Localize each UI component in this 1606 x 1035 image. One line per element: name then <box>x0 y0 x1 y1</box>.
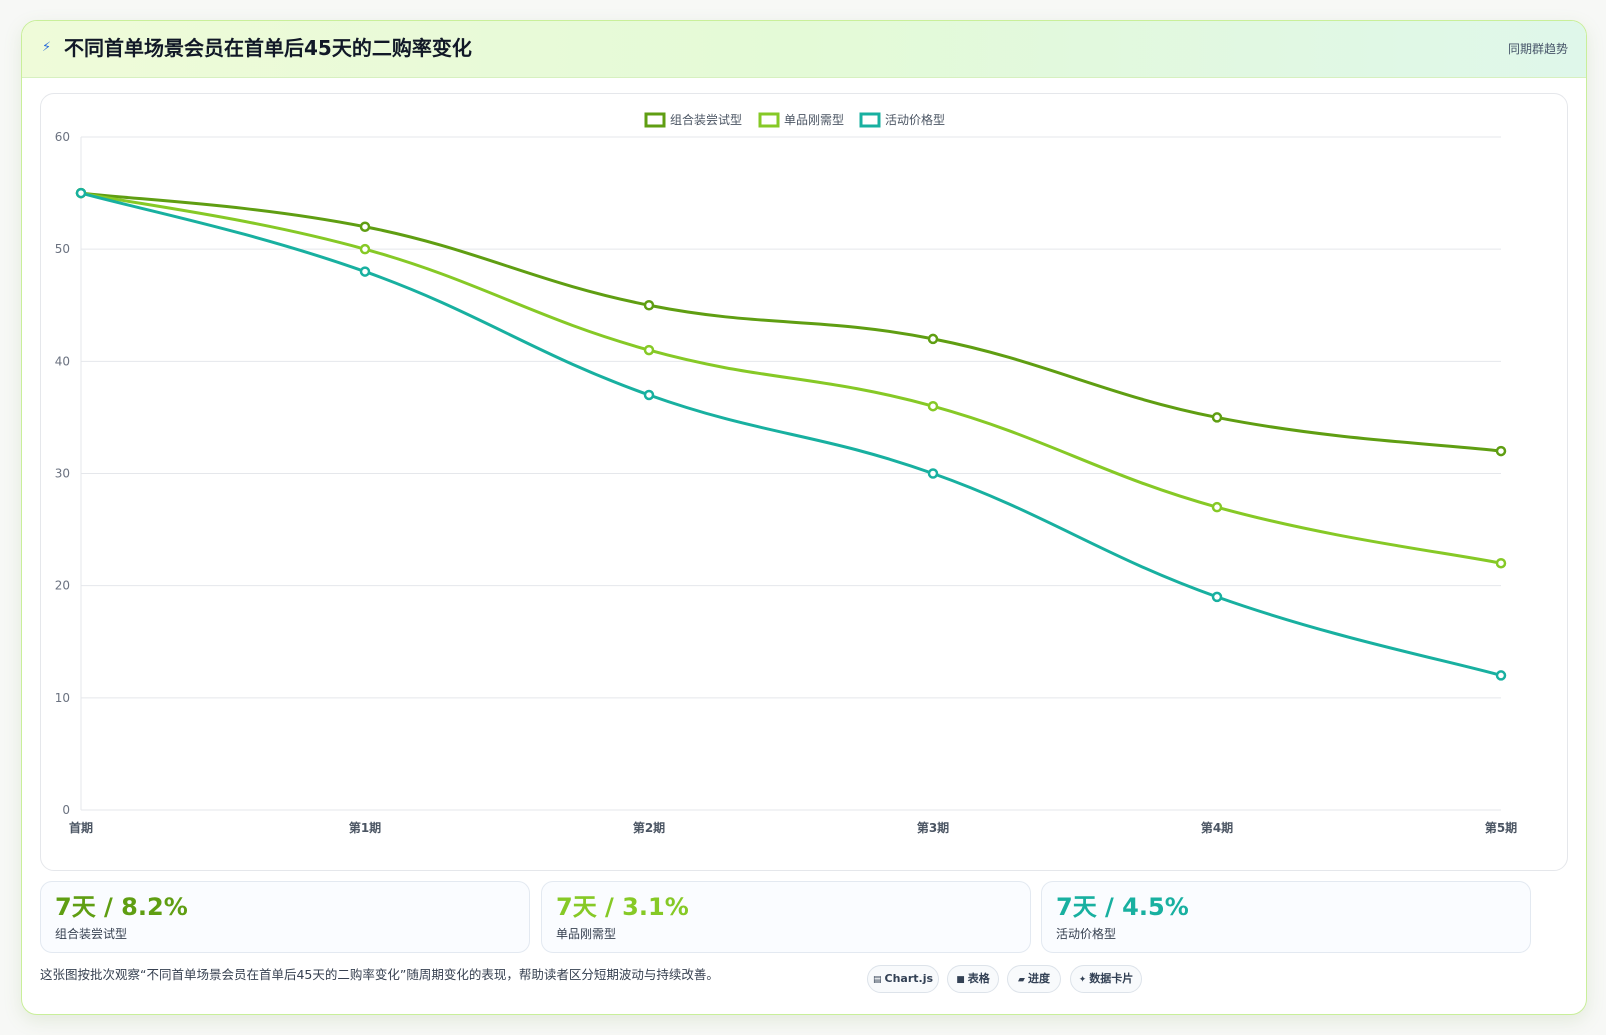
y-tick-label: 30 <box>55 467 70 481</box>
kpi-label: 组合装尝试型 <box>55 927 128 941</box>
kpi-card-1: 7天 / 8.2% 组合装尝试型 <box>40 881 530 953</box>
series-line-1 <box>79 191 1503 453</box>
table-icon: ■ <box>956 975 965 985</box>
legend-swatch <box>758 112 780 128</box>
data-point <box>1495 445 1507 457</box>
series-line-2 <box>79 191 1503 565</box>
y-tick-label: 40 <box>55 354 70 368</box>
kpi-label: 活动价格型 <box>1056 927 1117 941</box>
kpi-value: 7天 / 4.5% <box>1056 893 1189 921</box>
line-chart: 0 10 20 30 40 50 60 首期 第1期 第2期 第3期 第4期 第5期 组合装尝试型 单品刚需… <box>55 112 1517 835</box>
data-point <box>1211 591 1223 603</box>
data-point <box>359 266 371 277</box>
data-point <box>643 389 655 401</box>
y-tick-label: 10 <box>55 691 70 705</box>
header-tag: 同期群趋势 <box>1507 42 1568 56</box>
pill-label: 表格 <box>967 972 990 985</box>
data-point <box>643 300 655 311</box>
data-point <box>927 333 939 345</box>
pill-progress[interactable]: ▰ 进度 <box>1007 965 1061 993</box>
sparkle-icon: ✦ <box>1078 975 1087 985</box>
progress-icon: ▰ <box>1018 975 1025 985</box>
x-tick-label: 第1期 <box>349 820 381 835</box>
data-point <box>359 243 371 255</box>
data-point <box>1211 501 1223 513</box>
chart-card: ⚡ 不同首单场景会员在首单后45天的二购率变化 同期群趋势 0 10 20 30 40 5… <box>21 20 1587 1015</box>
legend-label: 活动价格型 <box>885 112 945 127</box>
y-tick-label: 60 <box>55 130 70 144</box>
legend-swatch <box>859 112 881 128</box>
legend-label: 单品刚需型 <box>784 113 844 127</box>
pill-data-card[interactable]: ✦ 数据卡片 <box>1070 965 1142 993</box>
kpi-label: 单品刚需型 <box>556 927 617 941</box>
kpi-value: 7天 / 8.2% <box>55 893 188 921</box>
pill-chartjs[interactable]: ▤ Chart.js <box>867 965 939 993</box>
x-tick-label: 第2期 <box>633 820 665 835</box>
pill-label: 数据卡片 <box>1089 972 1134 985</box>
data-point <box>75 187 87 199</box>
x-tick-label: 第3期 <box>917 820 949 835</box>
y-tick-label: 50 <box>55 242 70 256</box>
kpi-value: 7天 / 3.1% <box>556 893 689 921</box>
series-line-3 <box>79 191 1503 677</box>
pill-label: 进度 <box>1027 972 1050 985</box>
y-tick-label: 20 <box>55 579 70 593</box>
x-tick-label: 第5期 <box>1485 820 1517 835</box>
y-tick-label: 0 <box>62 803 70 817</box>
data-point <box>1495 670 1507 681</box>
chart-description: 这张图按批次观察“不同首单场景会员在首单后45天的二购率变化”随周期变化的表现，… <box>40 967 719 982</box>
kpi-card-2: 7天 / 3.1% 单品刚需型 <box>541 881 1031 953</box>
chart-icon: ▤ <box>872 975 882 985</box>
legend-swatch <box>644 112 666 128</box>
data-point <box>1211 412 1223 423</box>
x-tick-label: 首期 <box>69 820 93 835</box>
line-chart-container: 0 10 20 30 40 50 60 首期 第1期 第2期 第3期 第4期 第5期 组合装尝试型 单品刚需… <box>40 93 1568 871</box>
kpi-card-3: 7天 / 4.5% 活动价格型 <box>1041 881 1531 953</box>
legend-label: 组合装尝试型 <box>670 112 742 127</box>
pill-table[interactable]: ■ 表格 <box>947 965 999 993</box>
x-tick-label: 第4期 <box>1201 820 1233 835</box>
data-point <box>1495 557 1507 569</box>
page-title: 不同首单场景会员在首单后45天的二购率变化 <box>64 36 472 60</box>
data-point <box>359 221 371 232</box>
data-point <box>927 468 939 479</box>
data-point <box>643 344 655 356</box>
card-header: ⚡ 不同首单场景会员在首单后45天的二购率变化 同期群趋势 <box>22 21 1586 78</box>
lightning-icon: ⚡ <box>42 40 52 55</box>
pill-label: Chart.js <box>884 972 934 985</box>
data-point <box>927 400 939 412</box>
